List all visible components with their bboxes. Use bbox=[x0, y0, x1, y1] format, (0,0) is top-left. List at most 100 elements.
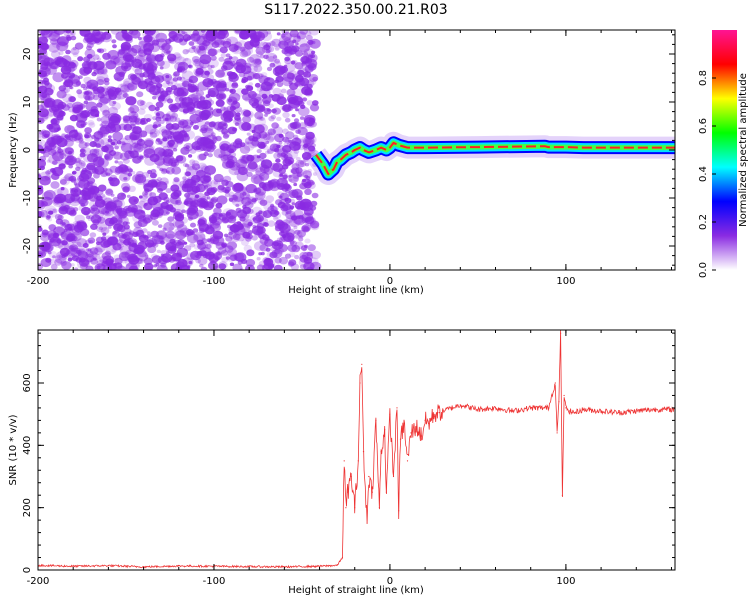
noise-blob bbox=[209, 198, 214, 203]
noise-blob bbox=[269, 62, 276, 68]
noise-blob bbox=[276, 144, 281, 149]
noise-blob bbox=[292, 176, 299, 182]
noise-blob bbox=[174, 230, 187, 240]
noise-blob bbox=[285, 189, 290, 194]
noise-blob bbox=[217, 49, 222, 53]
noise-blob bbox=[138, 63, 146, 70]
noise-blob bbox=[162, 137, 168, 142]
noise-blob bbox=[245, 258, 256, 267]
noise-blob bbox=[146, 183, 151, 188]
noise-blob bbox=[96, 259, 106, 267]
noise-blob bbox=[200, 164, 208, 171]
noise-blob bbox=[299, 161, 305, 165]
noise-blob bbox=[144, 192, 148, 196]
noise-blob bbox=[282, 232, 295, 243]
noise-blob bbox=[310, 200, 318, 207]
colorbar-tick-label: 0.4 bbox=[698, 166, 709, 182]
noise-blob bbox=[48, 211, 53, 215]
noise-blob bbox=[210, 55, 217, 61]
noise-blob bbox=[181, 209, 186, 213]
noise-blob bbox=[256, 105, 264, 111]
noise-blob bbox=[246, 132, 251, 136]
noise-blob bbox=[152, 95, 157, 100]
noise-blob bbox=[174, 134, 185, 143]
noise-blob bbox=[291, 59, 298, 66]
noise-blob bbox=[89, 148, 98, 156]
noise-blob bbox=[157, 224, 163, 229]
noise-blob bbox=[143, 257, 153, 265]
noise-blob bbox=[172, 212, 182, 220]
noise-blob bbox=[191, 85, 199, 92]
noise-blob bbox=[105, 210, 110, 214]
noise-blob bbox=[149, 128, 160, 138]
noise-blob bbox=[221, 256, 229, 263]
noise-blob bbox=[90, 223, 98, 230]
noise-blob bbox=[282, 145, 292, 153]
noise-blob bbox=[38, 199, 45, 208]
noise-blob bbox=[144, 68, 149, 72]
noise-blob bbox=[274, 46, 280, 51]
snr-series-line bbox=[38, 330, 675, 569]
noise-blob bbox=[263, 54, 269, 60]
noise-blob bbox=[184, 57, 189, 61]
noise-blob bbox=[117, 192, 127, 200]
noise-blob bbox=[148, 199, 153, 203]
snr-point bbox=[107, 565, 109, 567]
snr-point bbox=[563, 394, 565, 397]
noise-blob bbox=[222, 40, 232, 48]
noise-blob bbox=[94, 158, 105, 168]
noise-blob bbox=[96, 68, 105, 75]
noise-blob bbox=[140, 100, 146, 106]
noise-blob bbox=[295, 42, 299, 46]
noise-blob bbox=[199, 96, 206, 101]
noise-blob bbox=[292, 88, 304, 98]
noise-blob bbox=[99, 193, 106, 199]
snr-point bbox=[428, 422, 430, 425]
noise-blob bbox=[123, 239, 131, 246]
noise-blob bbox=[278, 231, 285, 237]
noise-blob bbox=[231, 56, 239, 62]
noise-blob bbox=[231, 45, 243, 55]
noise-blob bbox=[74, 157, 81, 163]
noise-blob bbox=[167, 135, 173, 140]
noise-blob bbox=[123, 177, 128, 181]
noise-blob bbox=[174, 219, 185, 228]
noise-blob bbox=[155, 90, 165, 99]
noise-blob bbox=[283, 183, 291, 190]
noise-blob bbox=[97, 184, 107, 192]
noise-blob bbox=[249, 54, 261, 64]
noise-blob bbox=[229, 262, 235, 267]
noise-blob bbox=[102, 200, 113, 209]
noise-blob bbox=[98, 96, 109, 106]
noise-blob bbox=[186, 233, 199, 244]
noise-blob bbox=[265, 258, 271, 263]
noise-blob bbox=[186, 49, 191, 53]
noise-blob bbox=[192, 96, 199, 102]
noise-blob bbox=[44, 97, 56, 108]
noise-blob bbox=[114, 160, 119, 164]
noise-blob bbox=[106, 200, 118, 210]
noise-blob bbox=[229, 60, 236, 67]
noise-blob bbox=[191, 83, 200, 90]
noise-blob bbox=[56, 137, 68, 148]
noise-blob bbox=[173, 177, 180, 183]
noise-blob bbox=[133, 221, 143, 229]
colorbar-tick-label: 0.6 bbox=[698, 118, 709, 134]
noise-blob bbox=[216, 125, 224, 132]
noise-blob bbox=[44, 175, 51, 181]
noise-blob bbox=[237, 260, 243, 265]
noise-blob bbox=[308, 30, 320, 36]
noise-blob bbox=[286, 88, 296, 97]
noise-blob bbox=[89, 247, 99, 255]
noise-blob bbox=[304, 174, 309, 178]
noise-blob bbox=[185, 145, 190, 150]
noise-blob bbox=[247, 56, 255, 63]
noise-blob bbox=[137, 200, 147, 209]
noise-blob bbox=[55, 37, 67, 48]
noise-blob bbox=[126, 45, 134, 52]
noise-blob bbox=[151, 39, 160, 46]
noise-blob bbox=[294, 229, 301, 235]
noise-blob bbox=[297, 127, 308, 136]
noise-blob bbox=[59, 179, 67, 185]
noise-blob bbox=[287, 70, 299, 80]
